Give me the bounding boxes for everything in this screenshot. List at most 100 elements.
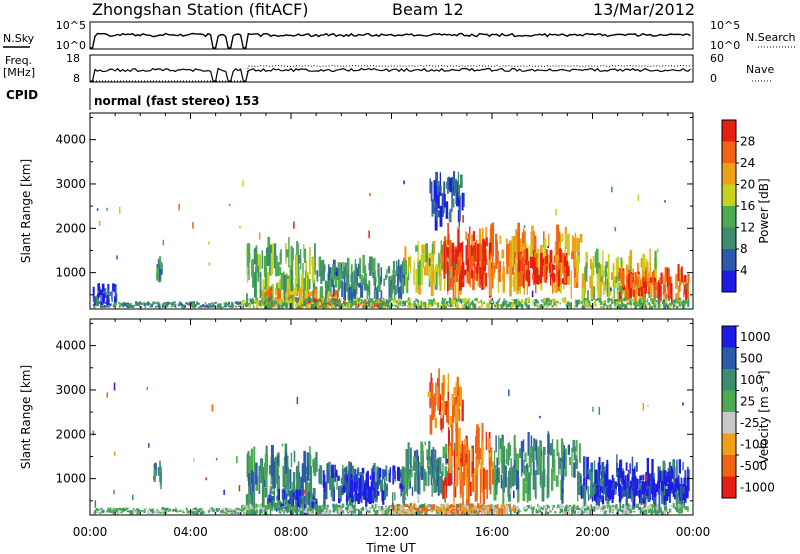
scatter-cell (618, 291, 621, 302)
scatter-cell (626, 275, 629, 290)
scatter-cell (101, 289, 104, 296)
scatter-cell (320, 264, 324, 277)
scatter-cell (237, 303, 240, 306)
scatter-cell (363, 482, 367, 496)
scatter-cell (654, 257, 657, 284)
scatter-cell (305, 298, 308, 301)
scatter-cell (445, 401, 448, 418)
scatter-cell (248, 253, 250, 281)
scatter-cell (618, 299, 621, 302)
scatter-cell (311, 299, 314, 303)
scatter-cell (201, 305, 205, 308)
scatter-cell (481, 507, 484, 510)
scatter-cell (449, 239, 452, 270)
scatter-cell (638, 495, 641, 504)
scatter-cell (449, 416, 453, 428)
scatter-cell (353, 299, 356, 301)
scatter-cell (608, 486, 612, 500)
scatter-cell (468, 253, 471, 285)
scatter-cell (502, 301, 505, 307)
scatter-cell (227, 508, 231, 510)
scatter-cell (305, 260, 308, 272)
scatter-cell (228, 305, 230, 307)
scatter-cell (656, 282, 659, 298)
scatter-cell (200, 512, 203, 514)
scatter-cell (601, 507, 605, 510)
scatter-cell (309, 507, 312, 512)
scatter-cell (348, 287, 351, 302)
scatter-cell (681, 266, 683, 282)
scatter-cell (374, 503, 377, 509)
scatter-cell (145, 303, 148, 305)
scatter-cell (533, 443, 537, 451)
scatter-cell (459, 385, 461, 403)
scatter-cell (433, 300, 436, 305)
scatter-cell (513, 300, 516, 305)
scatter-cell (362, 305, 366, 308)
scatter-cell (559, 262, 562, 294)
scatter-cell (146, 510, 150, 514)
scatter-cell (419, 508, 422, 511)
scatter-cell (660, 511, 664, 515)
scatter-cell (368, 301, 371, 307)
scatter-cell (313, 289, 315, 299)
scatter-cell (607, 298, 610, 303)
scatter-cell (585, 298, 588, 302)
scatter-cell (413, 461, 417, 471)
scatter-cell (394, 505, 396, 510)
scatter-cell (429, 266, 432, 283)
scatter-cell (348, 476, 351, 483)
scatter-cell (354, 492, 356, 510)
scatter-cell (607, 306, 611, 308)
scatter-cell (448, 467, 451, 486)
scatter-cell (230, 508, 232, 511)
scatter-cell (335, 507, 338, 509)
scatter-cell (415, 504, 417, 508)
scatter-cell (243, 509, 245, 512)
scatter-cell (407, 297, 409, 302)
scatter-cell (270, 506, 274, 512)
scatter-cell (594, 469, 598, 484)
scatter-cell (647, 302, 650, 305)
scatter-cell (329, 304, 333, 307)
scatter-cell (642, 496, 646, 504)
scatter-cell (668, 482, 671, 494)
scatter-cell (432, 199, 435, 214)
scatter-cell (476, 503, 480, 509)
scatter-cell (515, 298, 518, 302)
scatter-cell (655, 483, 659, 492)
scatter-cell (164, 305, 168, 307)
scatter-cell (289, 298, 293, 303)
scatter-cell (101, 283, 105, 292)
scatter-cell (253, 249, 257, 265)
scatter-cell (294, 496, 296, 499)
scatter-cell (226, 508, 229, 512)
scatter-cell (545, 510, 547, 513)
scatter-cell (628, 299, 632, 301)
scatter-cell (202, 511, 205, 514)
scatter-cell (481, 441, 484, 466)
scatter-cell (659, 304, 662, 307)
scatter-cell (116, 510, 118, 513)
scatter-cell (173, 301, 176, 304)
scatter-cell (651, 299, 653, 302)
scatter-cell (375, 510, 379, 514)
scatter-cell (597, 470, 600, 480)
scatter-cell (196, 509, 199, 511)
scatter-cell (466, 301, 469, 304)
scatter-cell (536, 302, 539, 307)
scatter-cell (360, 274, 363, 292)
scatter-cell (380, 505, 384, 511)
scatter-cell (373, 481, 375, 488)
scatter-cell (94, 296, 96, 304)
scatter-cell (512, 241, 515, 253)
scatter-cell (457, 256, 460, 270)
scatter-cell (521, 232, 525, 243)
scatter-cell (596, 506, 600, 508)
scatter-cell (316, 299, 319, 303)
scatter-cell (480, 302, 483, 308)
scatter-cell (595, 505, 599, 511)
scatter-cell (629, 463, 631, 474)
scatter-cell (510, 509, 512, 515)
scatter-cell (385, 506, 388, 510)
